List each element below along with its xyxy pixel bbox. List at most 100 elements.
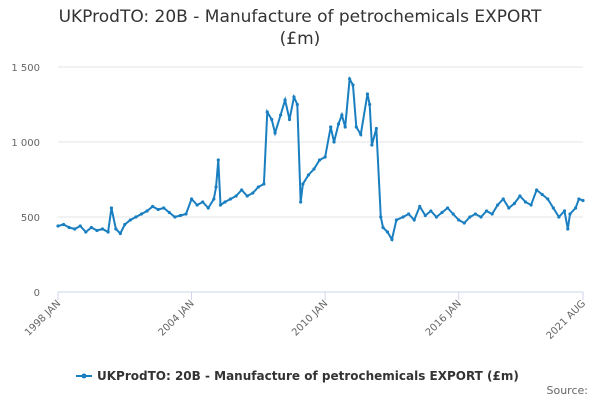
data-point xyxy=(336,122,341,126)
data-point xyxy=(256,185,260,189)
data-point xyxy=(546,197,550,201)
data-point xyxy=(89,225,93,230)
data-point xyxy=(385,230,390,234)
data-point xyxy=(343,125,347,129)
data-point xyxy=(265,110,269,114)
data-point xyxy=(228,197,233,201)
data-point xyxy=(581,198,585,203)
data-point xyxy=(412,218,416,222)
data-point xyxy=(479,215,483,219)
data-point xyxy=(292,95,296,99)
data-point xyxy=(348,77,352,81)
data-point xyxy=(118,231,122,236)
x-tick-label: 1998 JAN xyxy=(23,298,63,338)
data-point xyxy=(162,206,166,210)
data-point xyxy=(223,200,227,204)
data-point xyxy=(283,98,287,102)
data-point xyxy=(61,222,66,227)
data-point xyxy=(370,143,374,147)
data-point xyxy=(394,218,398,222)
data-point xyxy=(462,221,466,225)
data-point xyxy=(568,212,572,216)
data-point xyxy=(218,203,223,207)
data-point xyxy=(273,131,277,135)
data-point xyxy=(123,222,127,227)
data-point xyxy=(573,206,578,210)
data-point xyxy=(340,113,344,117)
data-point xyxy=(535,188,539,192)
data-point xyxy=(496,203,500,207)
data-point xyxy=(551,206,555,210)
data-point xyxy=(457,218,461,222)
data-point xyxy=(354,125,358,129)
y-tick-label: 1 000 xyxy=(11,138,40,149)
x-tick-label: 2021 AUG xyxy=(545,298,589,342)
data-point xyxy=(440,210,444,215)
data-point xyxy=(407,212,411,216)
data-point xyxy=(332,140,336,144)
legend-label: UKProdTO: 20B - Manufacture of petrochem… xyxy=(97,369,519,383)
data-point xyxy=(468,215,472,219)
data-point xyxy=(109,206,114,210)
data-point xyxy=(490,212,494,216)
data-point xyxy=(100,227,105,231)
data-point xyxy=(368,102,372,107)
data-point xyxy=(484,209,489,213)
data-point xyxy=(145,209,149,213)
data-point xyxy=(390,237,394,242)
data-point xyxy=(279,113,283,117)
data-point xyxy=(262,182,266,186)
data-point xyxy=(512,201,516,206)
data-point xyxy=(379,215,383,219)
data-point xyxy=(445,206,450,210)
data-point xyxy=(507,206,511,210)
data-point xyxy=(195,203,199,207)
data-point xyxy=(84,230,88,234)
data-point xyxy=(434,215,439,219)
x-tick-label: 2010 JAN xyxy=(290,298,330,338)
data-point xyxy=(201,200,205,204)
data-point xyxy=(287,117,292,122)
data-point xyxy=(251,191,255,195)
data-point xyxy=(245,194,249,198)
data-point xyxy=(365,92,370,96)
data-point xyxy=(67,225,71,230)
data-point xyxy=(212,197,216,201)
data-point xyxy=(312,167,316,171)
x-tick-label: 2016 JAN xyxy=(424,298,464,338)
data-point xyxy=(329,125,333,129)
data-point xyxy=(139,212,144,216)
data-point xyxy=(234,194,238,198)
data-point xyxy=(566,227,570,231)
data-point xyxy=(78,224,82,228)
data-point xyxy=(451,212,455,216)
data-point xyxy=(518,194,522,198)
data-point xyxy=(151,204,155,209)
data-point xyxy=(216,158,220,162)
data-point xyxy=(374,126,378,131)
data-point xyxy=(156,207,160,212)
data-point xyxy=(189,197,194,201)
data-point xyxy=(56,224,60,228)
data-point xyxy=(128,218,132,222)
data-point xyxy=(306,173,311,177)
data-point xyxy=(562,209,567,213)
data-point xyxy=(173,215,177,219)
data-point xyxy=(167,210,171,215)
data-point xyxy=(381,225,385,230)
data-point xyxy=(134,215,138,219)
data-point xyxy=(323,155,327,159)
data-point xyxy=(206,206,210,210)
data-point xyxy=(557,215,561,219)
y-tick-label: 0 xyxy=(34,288,40,299)
data-point xyxy=(295,102,299,107)
data-point xyxy=(351,83,355,87)
data-point xyxy=(401,215,405,219)
data-point xyxy=(317,158,322,162)
data-point xyxy=(359,132,363,137)
data-point xyxy=(473,212,478,216)
data-point xyxy=(240,188,244,192)
data-point xyxy=(299,200,303,204)
